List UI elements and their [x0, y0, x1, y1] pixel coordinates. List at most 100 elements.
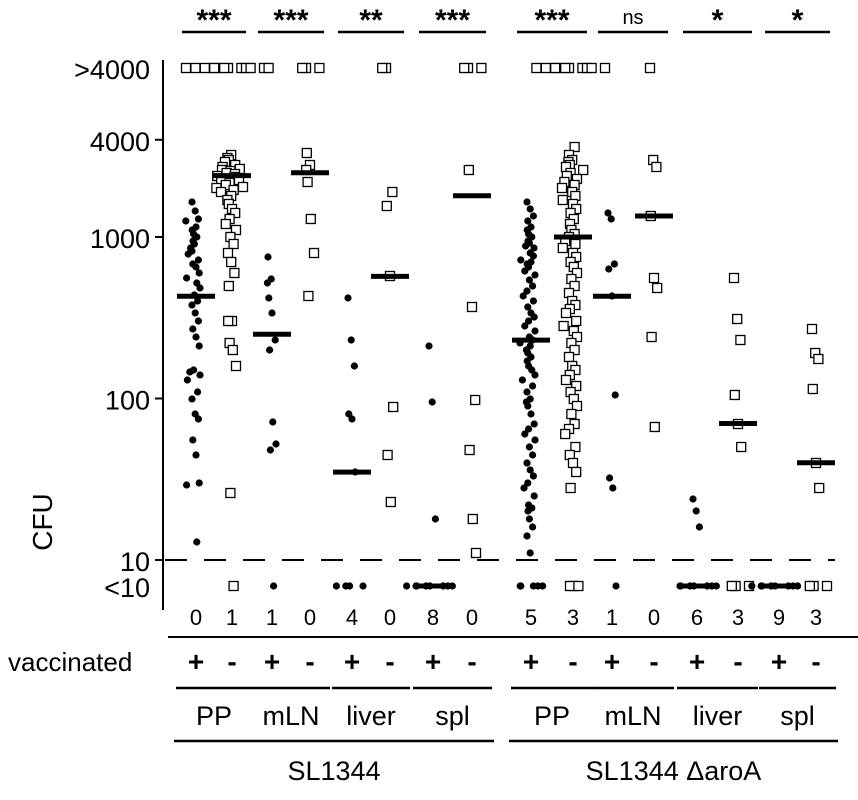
- data-point: [342, 582, 350, 590]
- data-point: [814, 482, 825, 494]
- data-point: [525, 317, 533, 325]
- data-point: [524, 402, 532, 410]
- data-point: [570, 441, 581, 453]
- data-point: [529, 451, 537, 459]
- vaccinated-sign: +: [771, 646, 787, 677]
- data-point: [191, 207, 199, 215]
- data-point: [728, 272, 740, 284]
- data-point: [557, 242, 568, 254]
- below-limit-count: 4: [346, 605, 358, 630]
- data-point: [388, 401, 399, 413]
- data-point: [194, 388, 202, 396]
- data-point: [566, 408, 577, 420]
- below-limit-count: 0: [648, 605, 660, 630]
- data-point: [189, 436, 197, 444]
- vaccinated-sign: -: [305, 646, 314, 677]
- below-limit-count: 1: [226, 605, 238, 630]
- vaccinated-sign: +: [264, 646, 280, 677]
- data-point: [649, 421, 660, 433]
- data-point: [806, 323, 818, 335]
- data-point: [550, 62, 561, 74]
- data-point: [263, 279, 271, 287]
- data-point: [531, 62, 542, 74]
- strain-label: SL1344: [287, 756, 380, 786]
- data-point: [571, 380, 582, 392]
- data-point: [564, 580, 576, 592]
- data-point: [569, 344, 580, 356]
- data-point: [196, 371, 204, 379]
- data-point: [531, 436, 539, 444]
- data-point: [193, 538, 201, 546]
- organ-label: liver: [346, 701, 396, 731]
- data-point: [689, 495, 697, 503]
- significance-label: ***: [435, 4, 470, 37]
- vaccinated-sign: +: [523, 646, 539, 677]
- data-point: [194, 256, 202, 264]
- organ-label: liver: [693, 701, 743, 731]
- data-point: [350, 362, 358, 370]
- data-point: [226, 256, 237, 268]
- data-point: [464, 444, 475, 456]
- data-point: [180, 62, 192, 74]
- data-point: [470, 394, 481, 406]
- data-point: [526, 549, 534, 557]
- data-point: [223, 280, 234, 292]
- data-point: [195, 342, 203, 350]
- vaccinated-sign: +: [689, 646, 705, 677]
- data-point: [519, 292, 527, 300]
- data-point: [268, 309, 276, 317]
- data-point: [605, 265, 613, 273]
- data-point: [230, 224, 242, 236]
- data-point: [194, 215, 202, 223]
- data-point: [219, 62, 230, 74]
- data-point: [525, 515, 534, 523]
- data-point: [644, 62, 656, 74]
- vaccinated-sign: +: [188, 646, 204, 677]
- data-point: [463, 164, 474, 176]
- data-point: [228, 580, 239, 592]
- data-point: [571, 400, 583, 412]
- data-point: [735, 334, 746, 346]
- data-point: [571, 267, 583, 279]
- data-point: [732, 313, 743, 325]
- data-point: [228, 238, 239, 250]
- data-point: [606, 474, 614, 482]
- data-point: [237, 181, 249, 193]
- data-point: [466, 301, 478, 313]
- y-tick-label: <10: [104, 573, 150, 603]
- data-point: [194, 317, 202, 325]
- data-point: [196, 284, 204, 292]
- data-point: [569, 280, 580, 292]
- data-point: [530, 420, 538, 428]
- vaccinated-row-label: vaccinated: [8, 647, 132, 677]
- y-tick-label: 10: [120, 547, 150, 577]
- data-point: [470, 547, 482, 559]
- data-point: [523, 287, 531, 295]
- below-limit-count: 9: [773, 605, 785, 630]
- data-point: [188, 301, 196, 309]
- below-limit-count: 0: [304, 605, 316, 630]
- below-limit-count: 8: [427, 605, 439, 630]
- data-point: [459, 62, 470, 74]
- data-point: [182, 217, 190, 225]
- data-point: [695, 523, 704, 531]
- y-tick-label: 1000: [90, 224, 150, 254]
- data-point: [192, 451, 200, 459]
- data-point: [183, 481, 191, 489]
- significance-label: ***: [273, 4, 308, 37]
- data-point: [222, 247, 234, 259]
- vaccinated-sign: -: [385, 646, 394, 677]
- below-limit-count: 3: [810, 605, 822, 630]
- data-point: [186, 368, 194, 376]
- data-point: [570, 238, 581, 250]
- vaccinated-sign: -: [733, 646, 742, 677]
- data-point: [332, 582, 340, 590]
- organ-label: spl: [435, 701, 470, 731]
- data-point: [652, 282, 663, 294]
- data-point: [377, 62, 388, 74]
- data-point: [220, 218, 231, 230]
- data-point: [571, 331, 583, 343]
- y-tick-label: 4000: [90, 127, 150, 157]
- data-point: [560, 374, 572, 386]
